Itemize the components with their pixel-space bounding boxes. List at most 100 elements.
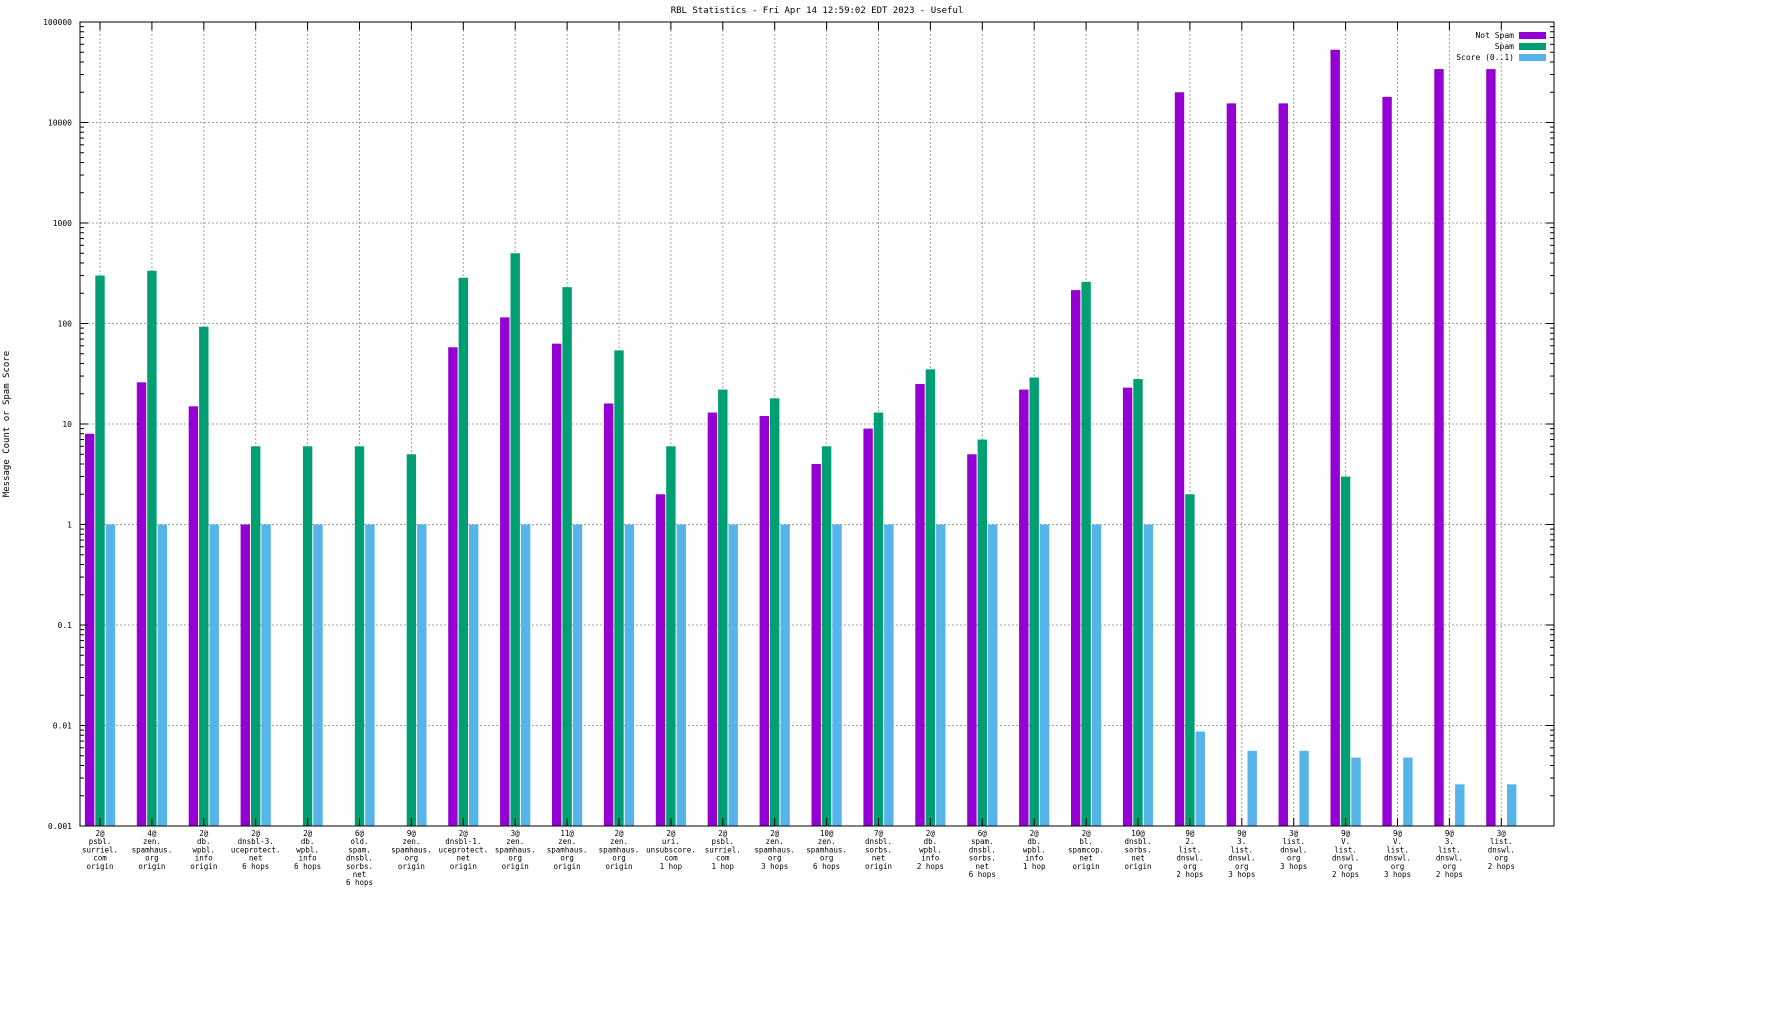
- x-tick-label-line: V.: [1341, 837, 1350, 846]
- bar-spam: [873, 412, 884, 826]
- x-tick-label-line: dnsbl.: [1124, 837, 1151, 846]
- x-tick-label-line: 2@: [199, 829, 209, 838]
- x-tick-label-line: org: [405, 854, 419, 863]
- x-tick-label-line: spamhaus.: [547, 845, 588, 854]
- bar-not-spam: [552, 343, 562, 826]
- y-tick-label: 1: [67, 521, 72, 530]
- bar-not-spam: [1226, 103, 1237, 827]
- x-tick-label-line: psbl.: [89, 837, 112, 846]
- x-tick-label-line: org: [1235, 862, 1249, 871]
- x-tick-label-line: org: [508, 854, 522, 863]
- x-tick-label-line: org: [145, 854, 159, 863]
- legend-label: Not Spam: [1475, 31, 1514, 40]
- x-tick-label-line: list.: [1490, 837, 1513, 846]
- x-tick-label-line: org: [560, 854, 574, 863]
- x-tick-label-line: old.: [350, 837, 368, 846]
- bar-score: [728, 524, 738, 826]
- bar-not-spam: [707, 412, 718, 826]
- x-tick-label-line: spam.: [971, 837, 994, 846]
- bar-score: [1039, 524, 1050, 826]
- x-tick-label-line: surriel.: [82, 845, 118, 854]
- x-tick-label-line: spam.: [348, 845, 371, 854]
- bar-score: [105, 524, 116, 826]
- x-tick-label-line: dnsbl-1.: [445, 837, 481, 846]
- x-tick-label-line: 2@: [1082, 829, 1092, 838]
- x-tick-label-line: 2@: [718, 829, 728, 838]
- bar-score: [1247, 750, 1257, 826]
- bar-score: [469, 524, 479, 826]
- x-tick-label-line: org: [1391, 862, 1405, 871]
- x-tick-label-line: 10@: [820, 829, 834, 838]
- bar-not-spam: [863, 428, 873, 826]
- x-tick-label-line: uri.: [662, 837, 680, 846]
- bar-not-spam: [240, 524, 250, 826]
- x-tick-label-line: zen.: [506, 837, 524, 846]
- x-tick-label: 3@ zen. spamhaus. org origin: [495, 829, 536, 871]
- bar-spam: [302, 446, 313, 826]
- x-tick-label-line: 4@: [147, 829, 157, 838]
- x-tick-label-line: origin: [398, 862, 425, 871]
- x-tick-label-line: origin: [138, 862, 165, 871]
- x-tick-label: 6@ old. spam. dnsbl. sorbs. net 6 hops: [346, 829, 373, 887]
- bar-not-spam: [655, 494, 666, 826]
- bar-score: [157, 524, 167, 826]
- x-tick-label-line: dnsbl.: [346, 854, 373, 863]
- x-tick-label-line: origin: [1124, 862, 1151, 871]
- bar-spam: [562, 287, 572, 826]
- y-tick-label: 10000: [48, 119, 72, 128]
- x-tick-label-line: dnswl.: [1332, 854, 1359, 863]
- x-tick-label-line: 2@: [926, 829, 936, 838]
- x-tick-label: 2@ db. wpbl. info 1 hop: [1023, 829, 1046, 871]
- bar-spam: [1081, 281, 1091, 826]
- x-tick-label-line: 9@: [1185, 829, 1195, 838]
- x-tick-label: 2@ db. wpbl. info 2 hops: [917, 829, 944, 871]
- chart-title: RBL Statistics - Fri Apr 14 12:59:02 EDT…: [671, 6, 964, 16]
- x-tick-label: 7@ dnsbl. sorbs. net origin: [865, 829, 892, 871]
- x-tick-label-line: zen.: [402, 837, 420, 846]
- x-tick-label: 4@ zen. spamhaus. org origin: [132, 829, 173, 871]
- legend-label: Spam: [1495, 42, 1514, 51]
- bar-score: [261, 524, 271, 826]
- x-tick-label-line: dnswl.: [1228, 854, 1255, 863]
- x-tick-label-line: net: [457, 854, 471, 863]
- x-tick-label-line: list.: [1179, 845, 1202, 854]
- bar-not-spam: [1330, 49, 1340, 827]
- y-tick-label: 0.001: [48, 822, 72, 831]
- x-tick-label-line: 2 hops: [1436, 870, 1463, 879]
- x-tick-label: 2@ bl. spamcop. net origin: [1068, 829, 1104, 871]
- x-tick-label-line: net: [1131, 854, 1145, 863]
- x-tick-label-line: dnsbl.: [865, 837, 892, 846]
- x-tick-label-line: dnswl.: [1176, 854, 1203, 863]
- x-tick-label-line: origin: [450, 862, 477, 871]
- x-tick-label-line: list.: [1438, 845, 1461, 854]
- x-tick-label-line: 6 hops: [294, 862, 321, 871]
- x-tick-label-line: spamhaus.: [391, 845, 432, 854]
- x-tick-label-line: 2@: [303, 829, 313, 838]
- x-tick-label-line: list.: [1231, 845, 1254, 854]
- x-tick-label-line: 9@: [407, 829, 417, 838]
- bar-not-spam: [1071, 290, 1081, 826]
- x-tick-label-line: org: [612, 854, 626, 863]
- x-tick-label-line: psbl.: [712, 837, 735, 846]
- bar-not-spam: [1486, 69, 1496, 827]
- x-tick-label-line: 2@: [95, 829, 105, 838]
- bar-not-spam: [811, 463, 821, 826]
- x-tick-label-line: dnswl.: [1384, 854, 1411, 863]
- x-tick-label-line: 3 hops: [1280, 862, 1307, 871]
- y-tick-label: 0.1: [58, 621, 73, 630]
- x-tick-label-line: 2@: [614, 829, 624, 838]
- x-tick-label: 2@ uri. unsubscore. com 1 hop: [646, 829, 696, 871]
- bar-spam: [925, 369, 936, 826]
- bar-spam: [458, 277, 468, 826]
- x-tick-label-line: origin: [1073, 862, 1100, 871]
- bar-spam: [614, 350, 624, 826]
- bar-score: [1143, 524, 1154, 826]
- x-tick-label-line: list.: [1386, 845, 1409, 854]
- x-tick-label-line: dnswl.: [1280, 845, 1307, 854]
- x-tick-label-line: spamhaus.: [132, 845, 173, 854]
- x-tick-label-line: 2@: [251, 829, 261, 838]
- x-tick-label-line: list.: [1334, 845, 1357, 854]
- x-tick-label-line: 2 hops: [1488, 862, 1515, 871]
- x-tick-label-line: wpbl.: [193, 845, 216, 854]
- x-tick-label-line: org: [1443, 862, 1457, 871]
